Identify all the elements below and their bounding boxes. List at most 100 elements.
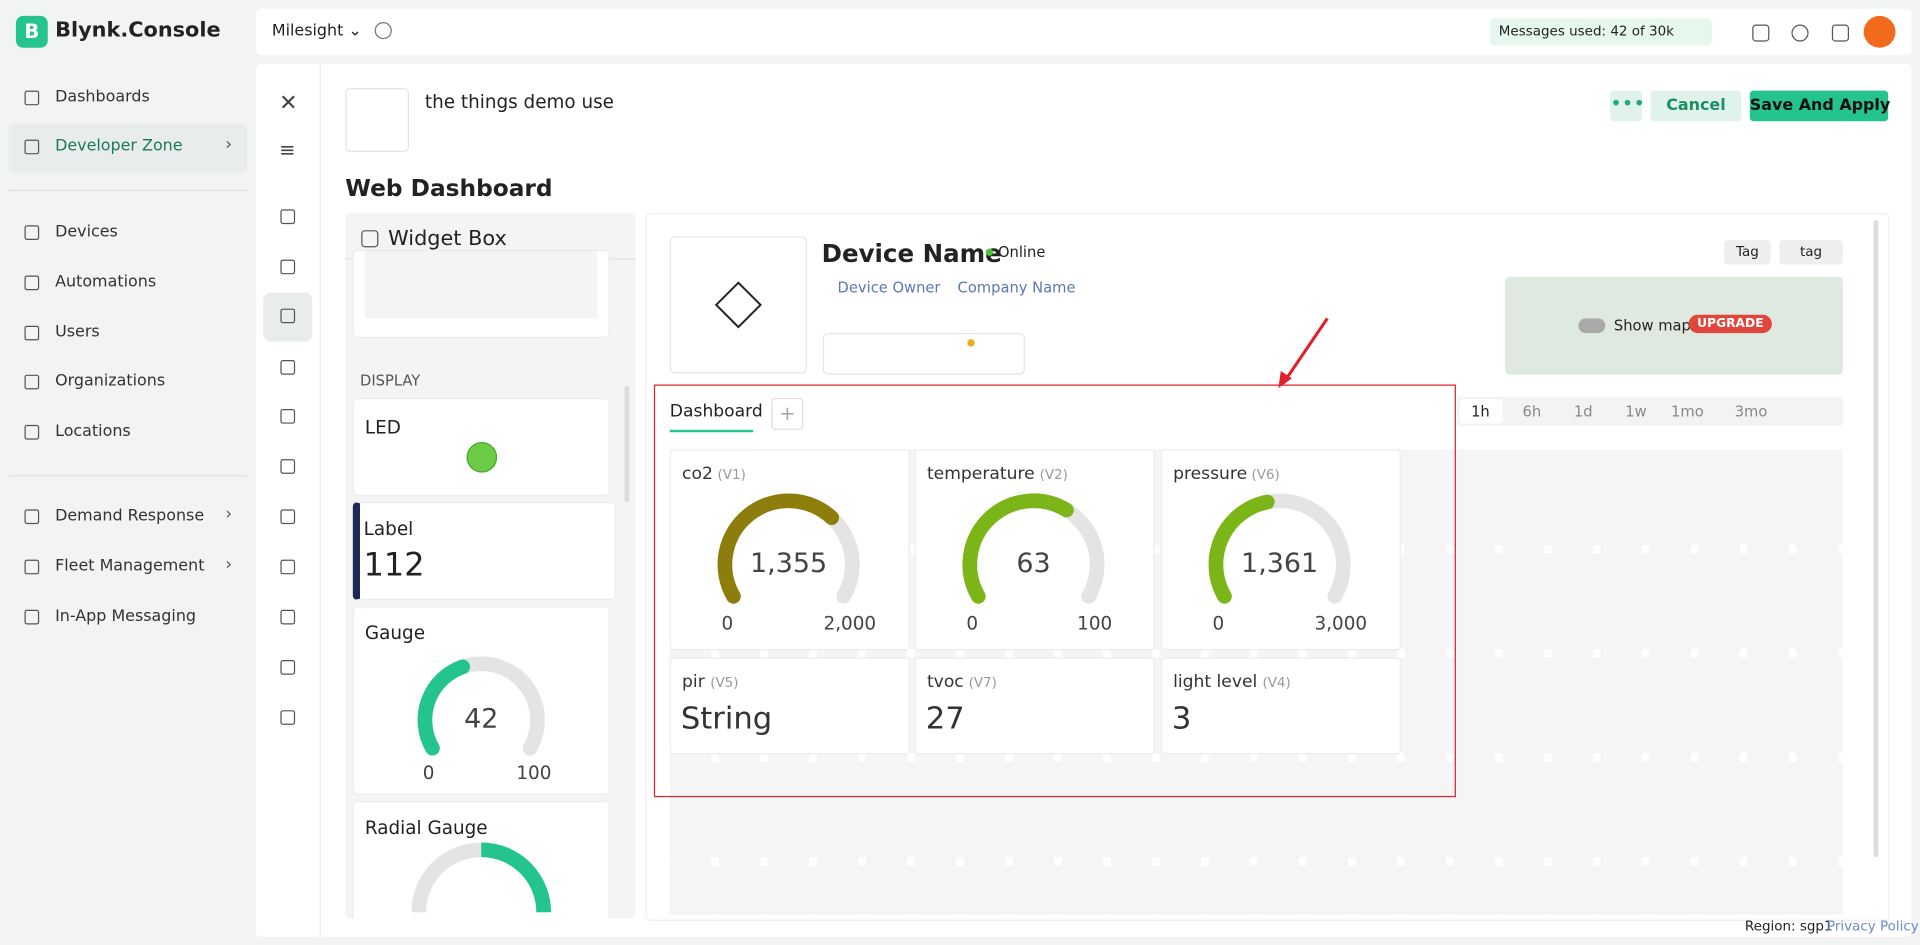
time-range[interactable]: 1mo — [1671, 402, 1704, 421]
rail-icon[interactable] — [280, 559, 296, 575]
announce-icon[interactable] — [1752, 24, 1770, 42]
tag[interactable]: Tag — [1724, 240, 1771, 265]
nav-item[interactable]: Demand Response — [55, 506, 205, 526]
avatar[interactable] — [1863, 15, 1896, 48]
radial-gauge-widget[interactable]: Radial Gauge — [352, 800, 610, 919]
image-widget[interactable] — [352, 249, 610, 338]
help-icon[interactable] — [1791, 24, 1809, 42]
widget-name[interactable]: light level — [1173, 672, 1258, 692]
org-select[interactable]: Milesight ⌄ — [271, 22, 362, 41]
privacy-link[interactable]: Privacy Policy — [1826, 918, 1919, 935]
section-title: Web Dashboard — [345, 175, 553, 203]
gauge-title: Gauge — [364, 622, 425, 645]
widget-name[interactable]: pressure — [1173, 464, 1248, 484]
nav-item[interactable]: Dashboards — [55, 88, 150, 107]
device-area — [645, 213, 1890, 921]
nav-item[interactable]: Automations — [55, 273, 157, 292]
widget-name[interactable]: tvoc — [926, 672, 964, 692]
add-tab[interactable]: + — [771, 397, 804, 430]
time-range[interactable]: 6h — [1522, 402, 1542, 421]
gauge: 1,361 0 3,000 — [1208, 493, 1367, 634]
arrow — [1278, 317, 1329, 389]
nav-item[interactable]: Locations — [55, 422, 131, 441]
owner[interactable]: Device Owner — [837, 279, 941, 297]
nav-item[interactable]: Developer Zone — [55, 137, 183, 156]
widget-value: String — [680, 700, 773, 736]
messages-value: 42 of 30k — [1610, 23, 1674, 40]
tag[interactable]: tag — [1779, 240, 1843, 265]
save-button[interactable]: Save And Apply — [1749, 90, 1890, 122]
active-tab[interactable] — [263, 292, 313, 342]
tab[interactable]: Dashboard — [669, 401, 763, 422]
active-nav — [8, 123, 248, 173]
widget-pin: (V5) — [710, 674, 739, 691]
chevron: › — [225, 134, 233, 155]
template-icon[interactable] — [345, 88, 409, 152]
time-range[interactable]: 1h — [1471, 402, 1490, 421]
map — [1504, 276, 1843, 375]
rail-icon[interactable] — [280, 259, 296, 275]
more-button[interactable]: ••• — [1610, 90, 1645, 122]
nav-item[interactable]: Organizations — [55, 372, 166, 391]
time-range[interactable]: 3mo — [1734, 402, 1768, 421]
gauge-max: 2,000 — [824, 613, 877, 634]
widget-box: Widget Box DISPLAY LED Label 112 Gauge 4… — [345, 213, 636, 919]
menu-button[interactable]: ≡ — [279, 138, 296, 162]
led — [466, 442, 498, 473]
company[interactable]: Company Name — [957, 279, 1076, 297]
nav-item[interactable]: Devices — [55, 222, 118, 242]
logo: B — [15, 15, 48, 48]
gauge-max: 100 — [516, 763, 551, 784]
map-toggle-label: Show map — [1613, 317, 1691, 335]
nav-item[interactable]: In-App Messaging — [55, 607, 197, 626]
scrollbar — [1873, 220, 1879, 858]
widget-name[interactable]: temperature — [926, 464, 1035, 484]
rail-icon[interactable] — [280, 609, 296, 625]
gauge-value: 42 — [464, 704, 498, 735]
rail-icon[interactable] — [280, 308, 296, 324]
rail-icon[interactable] — [280, 209, 296, 225]
nav-icon — [24, 509, 40, 525]
time-active — [1459, 399, 1503, 424]
nav-icon — [24, 559, 40, 575]
gauge-min: 0 — [966, 613, 978, 634]
upgrade[interactable]: UPGRADE — [1688, 314, 1773, 334]
device-name: Device Name — [821, 238, 1002, 269]
widget-name[interactable]: pir — [682, 672, 705, 692]
label-value: 112 — [363, 547, 425, 585]
gauge-arc — [417, 659, 471, 756]
region: Region: sgp1 — [1744, 918, 1833, 935]
time-range[interactable]: 1w — [1625, 402, 1647, 421]
gauge-min: 0 — [722, 613, 734, 634]
nav-item[interactable]: Users — [55, 323, 100, 342]
rail-icon[interactable] — [280, 710, 296, 725]
brand: Blynk.Console — [55, 18, 221, 43]
template-name[interactable]: the things demo use — [424, 90, 614, 113]
gauge-widget[interactable]: Gauge 42 0 100 — [352, 606, 610, 795]
section-label: DISPLAY — [360, 372, 421, 390]
rail-icon[interactable] — [280, 459, 296, 474]
scrollbar — [624, 385, 630, 503]
gauge-card — [669, 449, 910, 651]
label-widget[interactable]: Label 112 — [352, 502, 616, 601]
bug-icon[interactable] — [1831, 24, 1849, 42]
nav-item[interactable]: Fleet Management — [55, 557, 205, 576]
close-button[interactable]: ✕ — [279, 90, 298, 117]
widget-name[interactable]: co2 — [682, 464, 713, 484]
status: Online — [997, 243, 1046, 261]
cancel-button[interactable]: Cancel — [1650, 90, 1742, 122]
rail-icon[interactable] — [280, 360, 296, 375]
map-toggle[interactable] — [1578, 318, 1606, 334]
rail-icon[interactable] — [280, 408, 296, 424]
widget-pin: (V6) — [1251, 466, 1280, 483]
image-placeholder — [364, 251, 598, 319]
device-image — [669, 236, 807, 374]
rail-icon[interactable] — [280, 660, 296, 675]
rail-icon[interactable] — [280, 509, 296, 525]
gauge: 42 0 100 — [417, 656, 551, 784]
time-range[interactable]: 1d — [1573, 402, 1593, 421]
settings-icon[interactable] — [374, 22, 392, 40]
nav-icon — [24, 374, 40, 390]
widget-value: 27 — [925, 700, 965, 736]
led-widget[interactable]: LED — [352, 397, 610, 496]
